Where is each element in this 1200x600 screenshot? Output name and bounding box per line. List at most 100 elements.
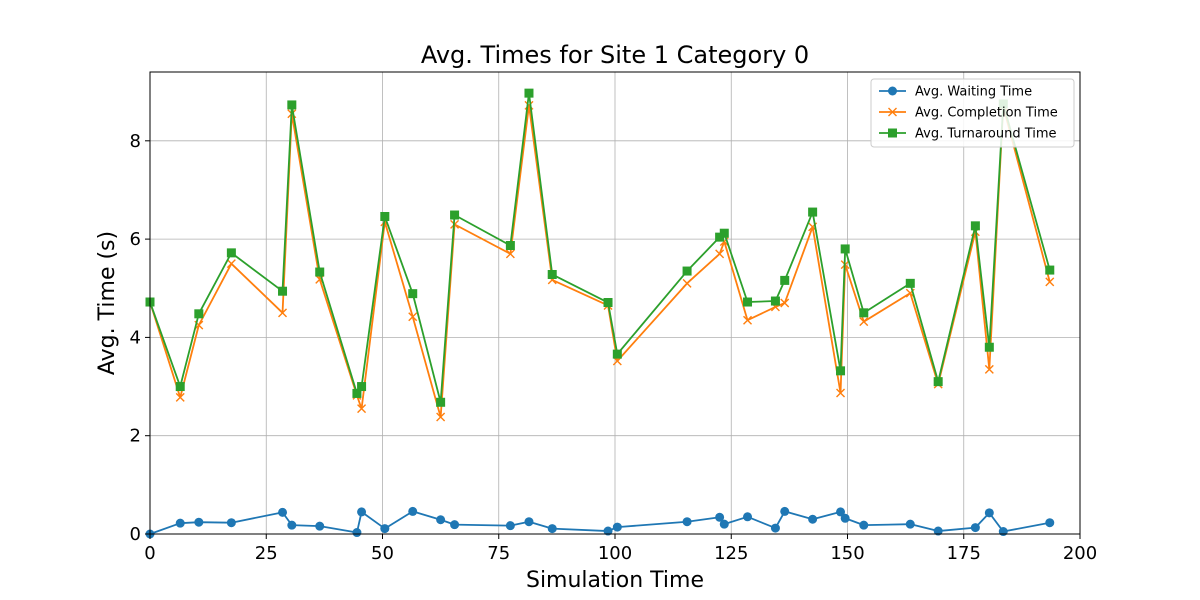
- data-point: [315, 267, 325, 277]
- data-point: [357, 507, 367, 517]
- data-point: [715, 232, 725, 242]
- data-point: [859, 317, 869, 327]
- data-point: [450, 520, 460, 530]
- data-point: [287, 520, 297, 530]
- series-layer: [145, 88, 1055, 539]
- data-point: [682, 266, 692, 276]
- data-point: [933, 377, 943, 387]
- data-point: [984, 508, 994, 518]
- data-point: [836, 366, 846, 376]
- data-point: [408, 289, 418, 299]
- legend-box: [870, 78, 1075, 148]
- legend-label: Avg. Waiting Time: [915, 85, 1032, 100]
- data-point: [743, 315, 753, 325]
- data-point: [612, 522, 622, 532]
- data-point: [859, 308, 869, 318]
- y-tick-label: 0: [130, 524, 141, 545]
- data-point: [505, 249, 515, 259]
- data-point: [840, 244, 850, 254]
- data-point: [970, 221, 980, 231]
- data-point: [715, 249, 725, 259]
- data-point: [682, 278, 692, 288]
- data-point: [357, 382, 367, 392]
- data-point: [780, 275, 790, 285]
- data-point: [408, 506, 418, 516]
- legend-item-0: Avg. Waiting Time: [879, 85, 1032, 100]
- data-point: [719, 519, 729, 529]
- y-axis-label: Avg. Time (s): [95, 231, 120, 375]
- legend: Avg. Waiting Time Avg. Completion Time Avg…: [870, 78, 1075, 148]
- data-point: [194, 309, 204, 319]
- series-line-1: [149, 104, 1051, 418]
- data-point: [226, 518, 236, 528]
- legend-swatch-marker: [888, 128, 897, 138]
- y-tick-label: 2: [130, 426, 141, 447]
- series-line-2: [149, 92, 1051, 404]
- y-tick-label: 8: [130, 131, 141, 152]
- data-point: [547, 524, 557, 534]
- data-point: [380, 524, 390, 534]
- data-point: [278, 286, 288, 296]
- chart-title: Avg. Times for Site 1 Category 0: [421, 41, 809, 69]
- data-point: [984, 364, 994, 374]
- y-tick-label: 6: [130, 229, 141, 250]
- data-point: [505, 521, 515, 531]
- data-point: [547, 269, 557, 279]
- data-point: [682, 517, 692, 527]
- data-point: [1045, 265, 1055, 275]
- legend-swatch-marker: [888, 86, 897, 96]
- data-point: [352, 528, 362, 538]
- data-point: [278, 308, 288, 318]
- legend-item-2: Avg. Turnaround Time: [879, 127, 1057, 142]
- data-point: [175, 392, 185, 402]
- data-point: [612, 349, 622, 359]
- data-point: [436, 515, 446, 525]
- x-tick-label: 100: [598, 543, 632, 564]
- data-point: [1045, 518, 1055, 528]
- x-tick-label: 75: [487, 543, 510, 564]
- x-tick-label: 200: [1063, 543, 1097, 564]
- data-point: [505, 240, 515, 250]
- data-point: [352, 388, 362, 398]
- series-0: [145, 506, 1055, 539]
- legend-swatch-marker: [888, 107, 897, 117]
- data-point: [226, 259, 236, 269]
- data-point: [836, 507, 846, 517]
- data-point: [357, 404, 367, 414]
- data-point: [933, 526, 943, 536]
- data-point: [175, 518, 185, 528]
- x-tick-label: 125: [714, 543, 748, 564]
- data-point: [905, 278, 915, 288]
- data-point: [808, 207, 818, 217]
- legend-item-1: Avg. Completion Time: [879, 106, 1058, 121]
- data-point: [287, 100, 297, 110]
- data-point: [175, 382, 185, 392]
- data-point: [780, 506, 790, 516]
- legend-label: Avg. Turnaround Time: [915, 127, 1057, 142]
- y-tick-label: 4: [130, 327, 141, 348]
- data-point: [905, 519, 915, 529]
- data-point: [1045, 277, 1055, 287]
- data-point: [984, 342, 994, 352]
- series-1: [145, 100, 1055, 422]
- data-point: [808, 514, 818, 524]
- series-line-0: [149, 510, 1050, 535]
- data-point: [603, 526, 613, 536]
- data-point: [315, 521, 325, 531]
- data-point: [715, 512, 725, 522]
- data-point: [278, 507, 288, 517]
- x-tick-label: 0: [144, 543, 155, 564]
- data-point: [743, 297, 753, 307]
- data-point: [780, 298, 790, 308]
- x-tick-label: 25: [255, 543, 278, 564]
- data-point: [770, 523, 780, 533]
- data-point: [436, 397, 446, 407]
- data-point: [380, 211, 390, 221]
- data-point: [770, 296, 780, 306]
- x-tick-label: 50: [371, 543, 394, 564]
- data-point: [970, 523, 980, 533]
- x-axis-label: Simulation Time: [526, 568, 704, 593]
- data-point: [743, 512, 753, 522]
